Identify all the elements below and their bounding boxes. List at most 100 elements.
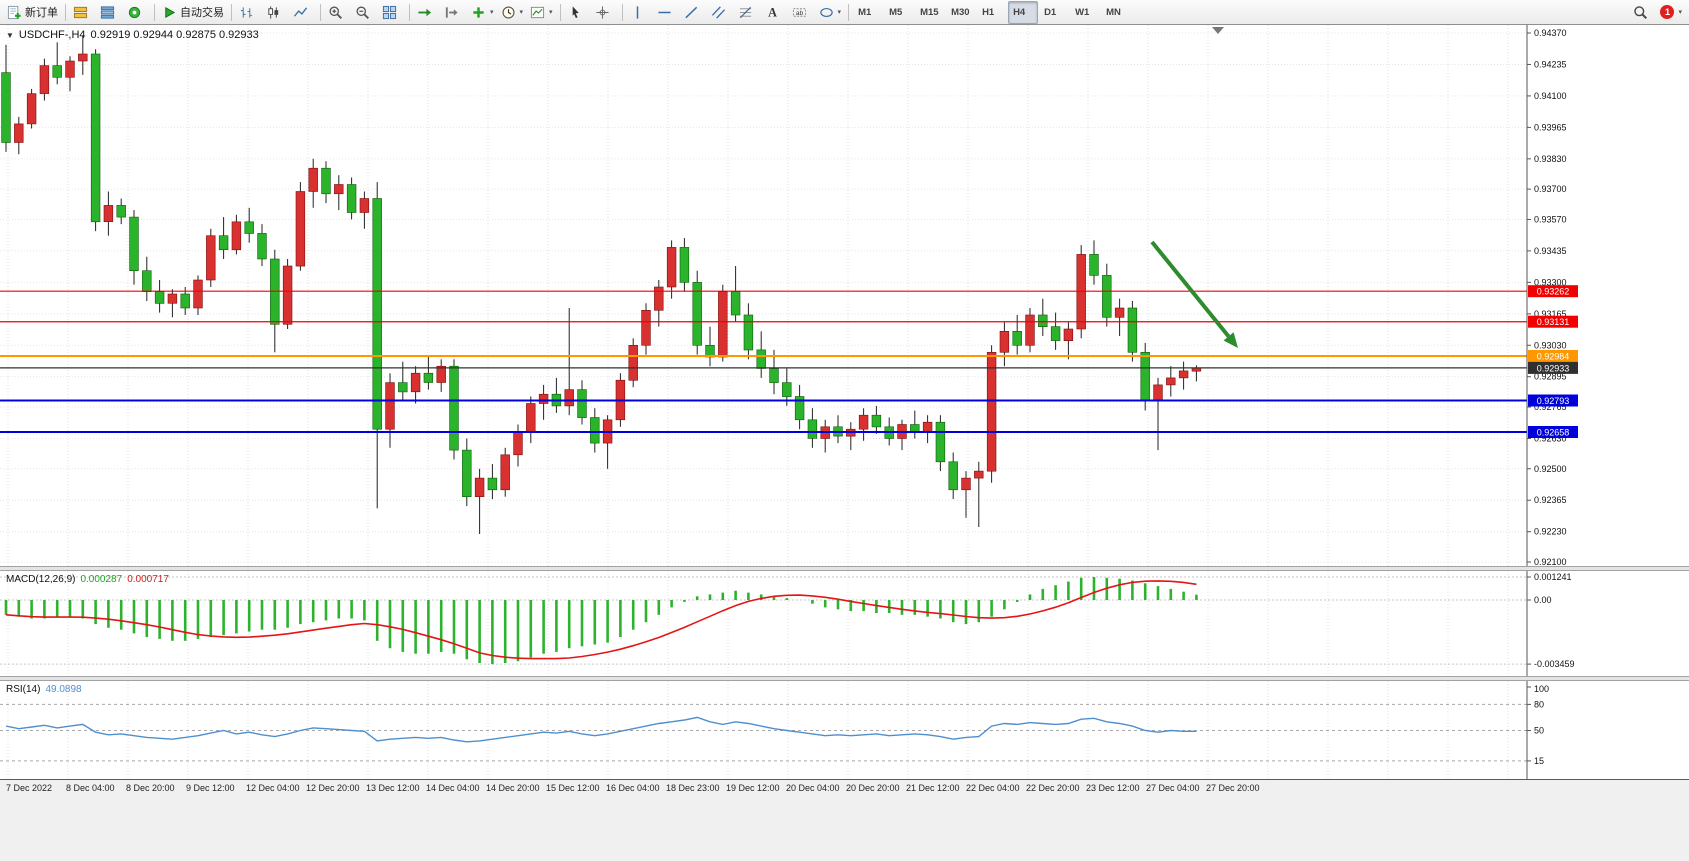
new-order-button[interactable]: 新订单 — [4, 1, 61, 24]
candlestick-chart-button[interactable] — [263, 1, 289, 24]
market-watch-icon — [73, 6, 88, 18]
macd-histogram — [4, 577, 1198, 665]
search-button[interactable] — [1630, 1, 1656, 24]
indicators-button[interactable]: ▾ — [468, 1, 497, 24]
periods-icon — [502, 5, 515, 19]
time-label: 8 Dec 04:00 — [66, 783, 115, 793]
trend-arrow[interactable] — [1150, 240, 1238, 348]
chevron-down-icon: ▾ — [837, 9, 842, 16]
autotrade-button[interactable]: 自动交易 — [159, 1, 227, 24]
tile-windows-button[interactable] — [379, 1, 405, 24]
rsi-panel[interactable]: 100 80 50 15 RSI(14) 49.0898 — [0, 681, 1689, 779]
timeframe-h1-button-label: H1 — [982, 6, 995, 18]
macd-label-row: MACD(12,26,9) 0.000287 0.000717 — [6, 574, 169, 585]
time-label: 20 Dec 20:00 — [846, 783, 900, 793]
line-chart-button[interactable] — [290, 1, 316, 24]
svg-text:0.92933: 0.92933 — [1537, 363, 1570, 373]
timeframe-m1-button[interactable]: M1 — [853, 1, 883, 24]
navigator-button[interactable] — [124, 1, 150, 24]
time-label: 14 Dec 20:00 — [486, 783, 540, 793]
svg-text:100: 100 — [1534, 684, 1549, 694]
shapes-button[interactable]: ▾ — [816, 1, 845, 24]
fibonacci-icon — [739, 6, 751, 18]
vertical-line-button[interactable] — [627, 1, 653, 24]
toolbar-separator — [231, 3, 232, 21]
toolbar-separator — [65, 3, 66, 21]
autotrade-icon — [165, 6, 176, 18]
horizontal-line-button[interactable] — [654, 1, 680, 24]
shapes-icon — [819, 7, 833, 17]
timeframe-m30-button[interactable]: M30 — [946, 1, 976, 24]
time-label: 13 Dec 12:00 — [366, 783, 420, 793]
timeframe-mn-button-label: MN — [1106, 6, 1121, 18]
crosshair-button[interactable] — [592, 1, 618, 24]
time-label: 8 Dec 20:00 — [126, 783, 175, 793]
svg-text:0.93131: 0.93131 — [1537, 317, 1570, 327]
time-axis[interactable]: 7 Dec 2022 8 Dec 04:00 8 Dec 20:00 9 Dec 12… — [0, 779, 1689, 797]
timeframe-d1-button[interactable]: D1 — [1039, 1, 1069, 24]
time-label: 23 Dec 12:00 — [1086, 783, 1140, 793]
svg-text:0.93030: 0.93030 — [1534, 340, 1567, 350]
periods-button[interactable]: ▾ — [498, 1, 527, 24]
market-watch-button[interactable] — [70, 1, 96, 24]
time-label: 12 Dec 04:00 — [246, 783, 300, 793]
timeframe-w1-button[interactable]: W1 — [1070, 1, 1100, 24]
zoom-in-icon — [329, 5, 342, 19]
text-label-button[interactable]: ab — [789, 1, 815, 24]
text-button[interactable]: A — [762, 1, 788, 24]
trendline-button[interactable] — [681, 1, 707, 24]
data-window-button[interactable] — [97, 1, 123, 24]
svg-text:0.92100: 0.92100 — [1534, 557, 1567, 566]
time-label: 20 Dec 04:00 — [786, 783, 840, 793]
time-label: 22 Dec 04:00 — [966, 783, 1020, 793]
bar-chart-button[interactable] — [236, 1, 262, 24]
auto-scroll-button[interactable] — [414, 1, 440, 24]
macd-signal-value: 0.000717 — [127, 574, 169, 585]
equidistant-channel-button[interactable] — [708, 1, 734, 24]
svg-text:0.92793: 0.92793 — [1537, 396, 1570, 406]
timeframe-m15-button[interactable]: M15 — [915, 1, 945, 24]
svg-text:0.94100: 0.94100 — [1534, 91, 1567, 101]
svg-text:0.92895: 0.92895 — [1534, 372, 1567, 382]
label-icon: ab — [792, 7, 806, 16]
notification-count: 1 — [1660, 5, 1675, 19]
candle-chart-icon — [268, 5, 279, 19]
panel-splitter[interactable] — [0, 676, 1689, 681]
svg-text:0.93435: 0.93435 — [1534, 246, 1567, 256]
timeframe-h4-button[interactable]: H4 — [1008, 0, 1039, 24]
chart-symbol-dropdown-icon[interactable]: ▼ — [6, 30, 14, 40]
svg-text:0.93700: 0.93700 — [1534, 184, 1567, 194]
chart-title-row: ▼ USDCHF-,H4 0.92919 0.92944 0.92875 0.9… — [6, 29, 259, 41]
notifications-badge[interactable]: 1 ▾ — [1657, 1, 1685, 24]
templates-button[interactable]: ▾ — [527, 1, 556, 24]
horizontal-level-lines[interactable] — [0, 290, 1527, 433]
chart-shift-marker[interactable] — [1212, 27, 1224, 34]
vline-icon — [636, 5, 638, 19]
cursor-button[interactable] — [565, 1, 591, 24]
zoom-in-button[interactable] — [325, 1, 351, 24]
timeframe-mn-button[interactable]: MN — [1101, 1, 1131, 24]
timeframe-m5-button[interactable]: M5 — [884, 1, 914, 24]
time-label: 7 Dec 2022 — [6, 783, 53, 793]
tile-windows-icon — [382, 5, 397, 19]
timeframe-h1-button[interactable]: H1 — [977, 1, 1007, 24]
new-order-icon — [7, 5, 21, 19]
svg-text:0.93262: 0.93262 — [1537, 287, 1570, 297]
svg-text:0.00: 0.00 — [1534, 595, 1552, 605]
svg-text:0.94370: 0.94370 — [1534, 28, 1567, 38]
zoom-out-button[interactable] — [352, 1, 378, 24]
fibonacci-button[interactable] — [735, 1, 761, 24]
macd-panel[interactable]: 0.001241 0.00 -0.003459 MACD(12,26,9) 0.00… — [0, 571, 1689, 676]
time-label: 9 Dec 12:00 — [186, 783, 235, 793]
svg-text:0.92984: 0.92984 — [1537, 351, 1570, 361]
templates-icon — [530, 6, 545, 18]
svg-text:0.92365: 0.92365 — [1534, 495, 1567, 505]
indicators-icon — [473, 6, 484, 18]
chart-shift-button[interactable] — [441, 1, 467, 24]
price-chart-panel[interactable]: 0.94370 0.94235 0.94100 0.93965 0.93830 0.937… — [0, 25, 1689, 566]
toolbar-separator — [409, 3, 410, 21]
search-icon — [1634, 5, 1648, 19]
rsi-axis: 100 80 50 15 — [1526, 681, 1549, 779]
panel-splitter[interactable] — [0, 566, 1689, 571]
